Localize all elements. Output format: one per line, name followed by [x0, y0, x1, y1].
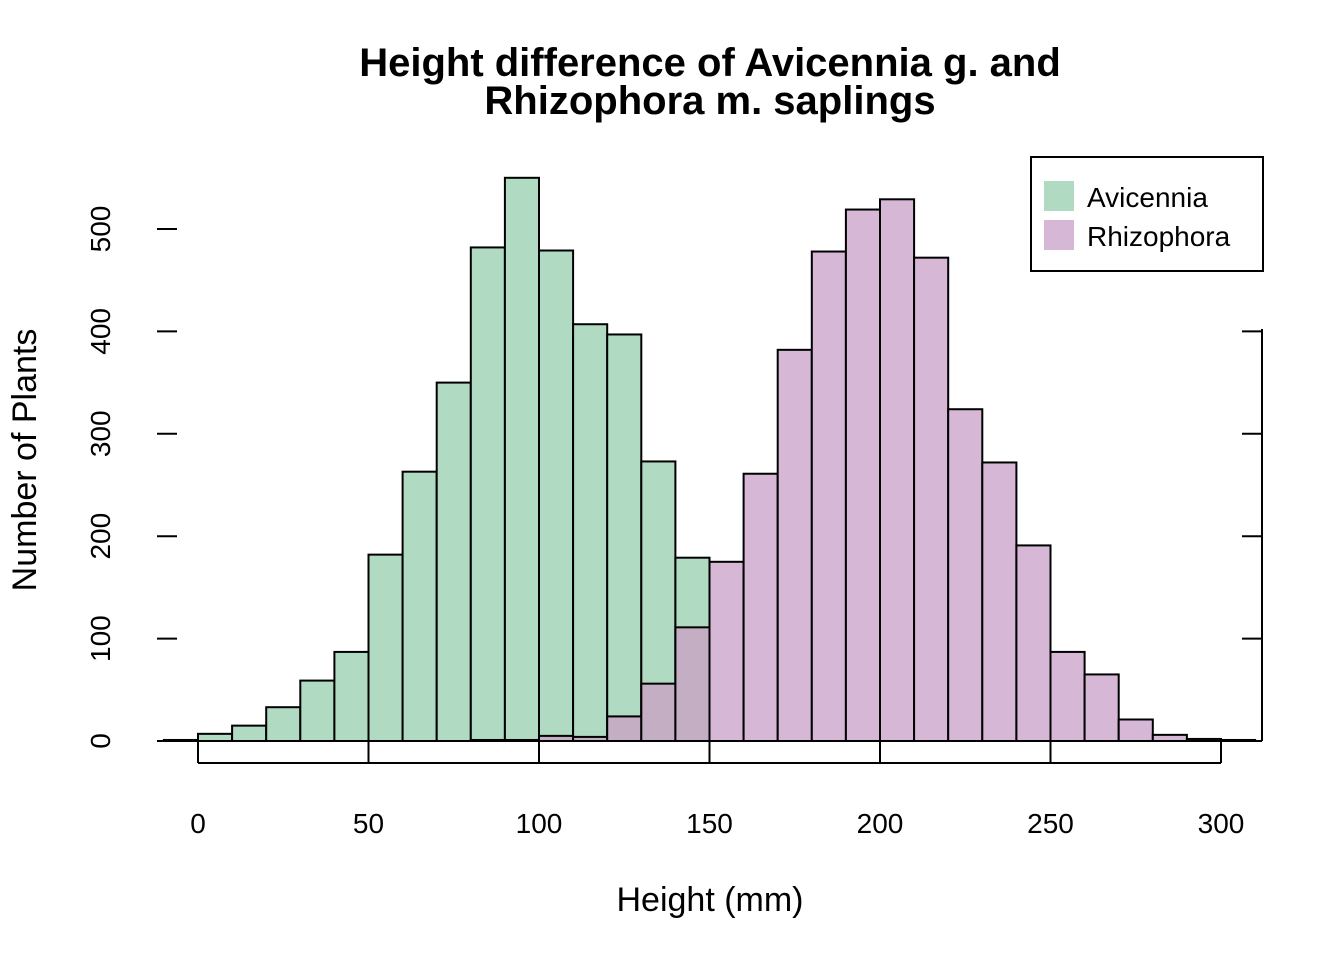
y-tick-label: 400: [85, 308, 116, 355]
avicennia-bar: [435, 381, 472, 742]
avicennia-bar: [367, 553, 404, 743]
legend-box: [1030, 156, 1264, 272]
avicennia-bar: [401, 470, 438, 742]
legend-swatch-avicennia: [1044, 181, 1074, 211]
legend-label-avicennia: Avicennia: [1087, 182, 1208, 213]
y-tick-label: 500: [85, 206, 116, 253]
rhizophora-bar: [844, 208, 882, 742]
x-tick-label: 200: [857, 808, 904, 839]
x-tick-label: 300: [1198, 808, 1245, 839]
avicennia-bar: [572, 323, 609, 742]
rhizophora-bar: [913, 256, 950, 742]
rhizophora-bar: [1049, 650, 1086, 742]
y-axis-label: Number of Plants: [6, 329, 44, 592]
y-tick-label: 100: [85, 615, 116, 662]
avicennia-bars: [162, 176, 711, 743]
y-tick-label: 0: [85, 733, 116, 749]
avicennia-bar: [299, 679, 336, 742]
rhizophora-bar: [1083, 673, 1120, 742]
chart-title-line-2: Rhizophora m. saplings: [484, 79, 935, 123]
rhizophora-bar: [742, 472, 779, 742]
x-tick-label: 50: [353, 808, 384, 839]
x-tick-label: 100: [516, 808, 563, 839]
x-axis: 0 50 100 150 200 250 300: [190, 741, 1244, 839]
rhizophora-bar: [947, 408, 984, 742]
avicennia-bar: [538, 249, 575, 742]
rhizophora-bar: [981, 461, 1018, 742]
chart-title-line-1: Height difference of Avicennia g. and: [359, 41, 1061, 85]
rhizophora-bar: [1015, 544, 1052, 743]
rhizophora-bar: [640, 682, 677, 743]
rhizophora-bar: [879, 198, 916, 742]
x-axis-label: Height (mm): [616, 881, 803, 919]
legend: Avicennia Rhizophora: [1030, 156, 1264, 272]
legend-label-rhizophora: Rhizophora: [1087, 221, 1231, 252]
avicennia-bar: [265, 706, 302, 743]
avicennia-bar: [231, 724, 268, 743]
avicennia-bar: [469, 246, 506, 742]
avicennia-bar: [333, 650, 370, 742]
y-tick-label: 200: [85, 513, 116, 560]
y-axis: 0 100 200 300 400 500: [85, 206, 1263, 749]
rhizophora-bar: [606, 715, 643, 743]
avicennia-bar: [197, 732, 234, 742]
x-tick-label: 0: [190, 808, 206, 839]
x-tick-label: 250: [1027, 808, 1074, 839]
rhizophora-bars: [469, 198, 1257, 743]
y-tick-label: 300: [85, 410, 116, 457]
rhizophora-bar: [674, 626, 711, 742]
avicennia-bar: [606, 333, 643, 742]
rhizophora-bar: [1117, 718, 1154, 742]
legend-swatch-rhizophora: [1044, 220, 1074, 250]
rhizophora-bar: [708, 560, 745, 742]
rhizophora-bar: [776, 348, 813, 742]
avicennia-bar: [503, 176, 540, 743]
x-tick-label: 150: [686, 808, 733, 839]
rhizophora-bar: [810, 250, 847, 742]
